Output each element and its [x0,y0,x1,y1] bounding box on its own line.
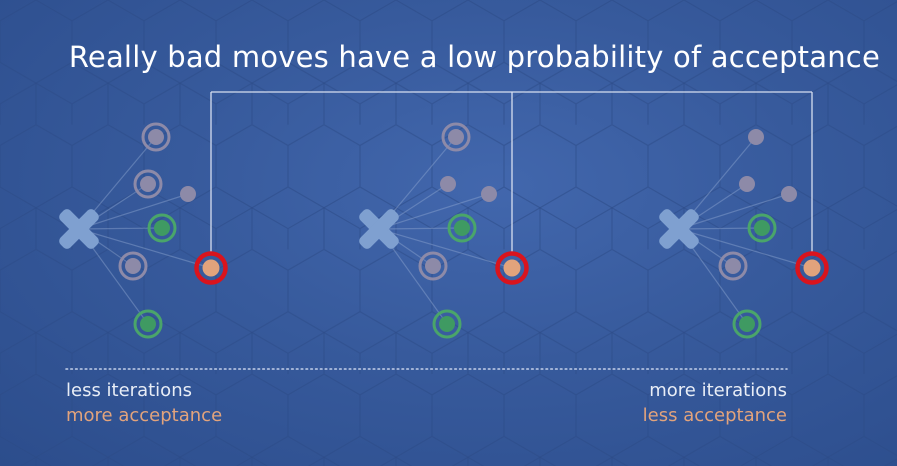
bad-move-node [194,251,228,285]
cross-icon [659,209,699,249]
good-move-node [732,309,762,339]
neutral-move-node [133,169,163,199]
neutral-move-node [441,122,471,152]
less-iterations-label: less iterations [66,380,192,401]
neutral-move-node [718,251,748,281]
neighborhood-group-3 [659,129,829,339]
neutral-move-node [440,176,456,192]
good-move-node [133,309,163,339]
edges [378,136,513,325]
neutral-move-node [180,186,196,202]
neutral-move-node [141,122,171,152]
more-acceptance-label: more acceptance [66,405,223,426]
diagram-title: Really bad moves have a low probability … [68,40,880,74]
neutral-move-node [781,186,797,202]
neutral-move-node [739,176,755,192]
less-acceptance-label: less acceptance [642,405,787,426]
good-move-node [747,213,777,243]
neighborhood-group-2 [359,122,529,339]
good-move-node [447,213,477,243]
title-bracket [210,91,813,252]
good-move-node [147,213,177,243]
neutral-move-node [481,186,497,202]
cross-icon [59,209,99,249]
neutral-move-node [418,251,448,281]
neighborhood-group-1 [59,122,228,339]
bad-move-node [495,251,529,285]
more-iterations-label: more iterations [649,380,787,401]
cross-icon [359,209,399,249]
neutral-move-node [118,251,148,281]
neutral-move-node [748,129,764,145]
bad-move-node [795,251,829,285]
good-move-node [432,309,462,339]
